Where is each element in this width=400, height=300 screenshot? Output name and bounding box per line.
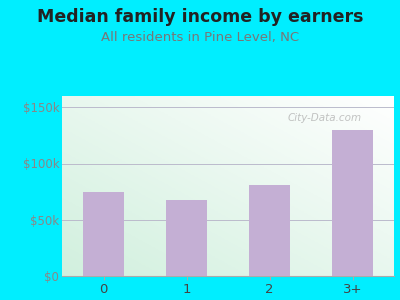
Text: City-Data.com: City-Data.com	[288, 112, 362, 123]
Bar	[166, 200, 207, 276]
Bar	[249, 185, 290, 276]
Bar	[332, 130, 373, 276]
Text: All residents in Pine Level, NC: All residents in Pine Level, NC	[101, 32, 299, 44]
Bar	[83, 192, 124, 276]
Text: Median family income by earners: Median family income by earners	[37, 8, 363, 26]
